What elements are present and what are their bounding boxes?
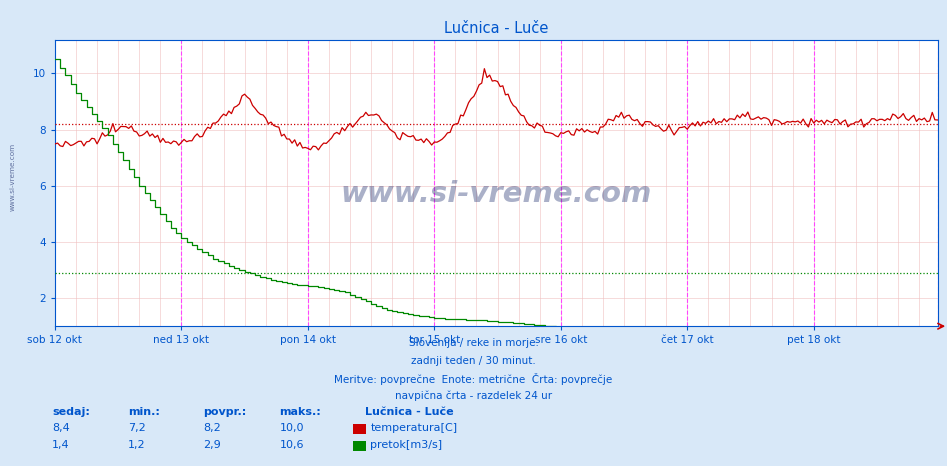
Text: 10,0: 10,0 (279, 423, 304, 433)
Text: min.:: min.: (128, 407, 160, 417)
Text: sedaj:: sedaj: (52, 407, 90, 417)
Text: 10,6: 10,6 (279, 440, 304, 450)
Text: 8,2: 8,2 (204, 423, 222, 433)
Title: Lučnica - Luče: Lučnica - Luče (444, 21, 548, 36)
Text: Meritve: povprečne  Enote: metrične  Črta: povprečje: Meritve: povprečne Enote: metrične Črta:… (334, 373, 613, 385)
Text: 1,4: 1,4 (52, 440, 70, 450)
Text: www.si-vreme.com: www.si-vreme.com (9, 143, 15, 211)
Text: 1,2: 1,2 (128, 440, 146, 450)
Text: Lučnica - Luče: Lučnica - Luče (365, 407, 454, 417)
Text: maks.:: maks.: (279, 407, 321, 417)
Text: zadnji teden / 30 minut.: zadnji teden / 30 minut. (411, 356, 536, 365)
Text: 8,4: 8,4 (52, 423, 70, 433)
Text: navpična črta - razdelek 24 ur: navpična črta - razdelek 24 ur (395, 391, 552, 402)
Text: Slovenija / reke in morje.: Slovenija / reke in morje. (408, 338, 539, 348)
Text: www.si-vreme.com: www.si-vreme.com (341, 180, 652, 208)
Text: temperatura[C]: temperatura[C] (370, 423, 457, 433)
Text: 7,2: 7,2 (128, 423, 146, 433)
Text: 2,9: 2,9 (204, 440, 222, 450)
Text: pretok[m3/s]: pretok[m3/s] (370, 440, 442, 450)
Text: povpr.:: povpr.: (204, 407, 247, 417)
